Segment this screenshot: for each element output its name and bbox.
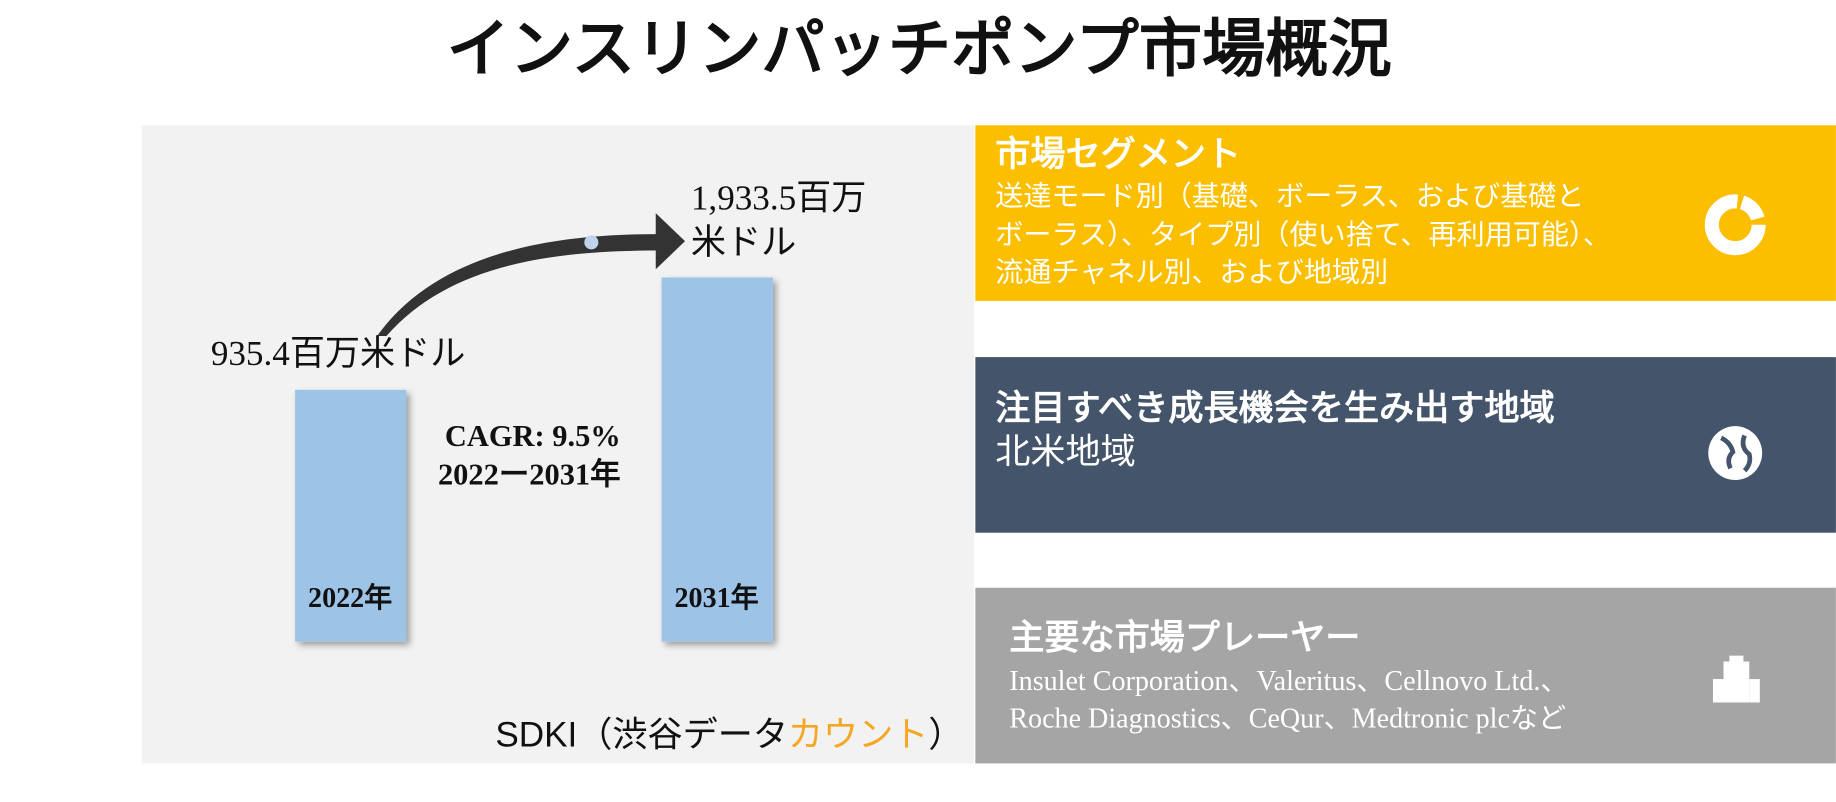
globe-icon — [1708, 426, 1763, 481]
panel-body: 北米地域 — [995, 433, 1135, 472]
cagr: CAGR: 9.5% — [445, 419, 621, 453]
panel-body: 流通チャネル別、および地域別 — [995, 257, 1388, 289]
source-text: ） — [928, 716, 963, 755]
bar-label: 2022年 — [308, 581, 392, 614]
cagr-period: 2022ー2031年 — [438, 458, 621, 492]
source: SDKI（渋谷データカウント） — [495, 716, 963, 755]
segment-panel — [975, 125, 1836, 301]
panel-title: 市場セグメント — [995, 135, 1241, 174]
source-text: SDKI（渋谷データ — [495, 716, 788, 755]
arrow-dot — [584, 235, 599, 250]
growth-arrow — [377, 213, 686, 337]
panel-title: 注目すべき成長機会を生み出す地域 — [995, 389, 1554, 428]
region-panel — [975, 357, 1836, 533]
start-value: 935.4百万米ドル — [211, 334, 466, 373]
end-value: 米ドル — [691, 223, 796, 262]
panel-body: Insulet Corporation、Valeritus、Cellnovo L… — [1009, 666, 1568, 697]
bar-2022 — [295, 389, 407, 642]
page-title: インスリンパッチポンプ市場概況 — [447, 15, 1392, 85]
bar-label: 2031年 — [675, 581, 759, 614]
panel-body: Roche Diagnostics、CeQur、Medtronic plcなど — [1009, 704, 1566, 735]
bar-2031 — [661, 277, 773, 642]
panel-body: ボーラス）、タイプ別（使い捨て、再利用可能）、 — [995, 219, 1611, 251]
source-accent: カウント — [788, 716, 928, 755]
chart-panel — [141, 125, 975, 764]
players-panel — [975, 587, 1836, 764]
panel-body: 送達モード別（基礎、ボーラス、および基礎と — [995, 180, 1584, 212]
segment-icon — [1704, 194, 1766, 256]
building-icon — [1712, 655, 1760, 703]
end-value: 1,933.5百万 — [691, 178, 867, 217]
panel-title: 主要な市場プレーヤー — [1009, 619, 1360, 658]
